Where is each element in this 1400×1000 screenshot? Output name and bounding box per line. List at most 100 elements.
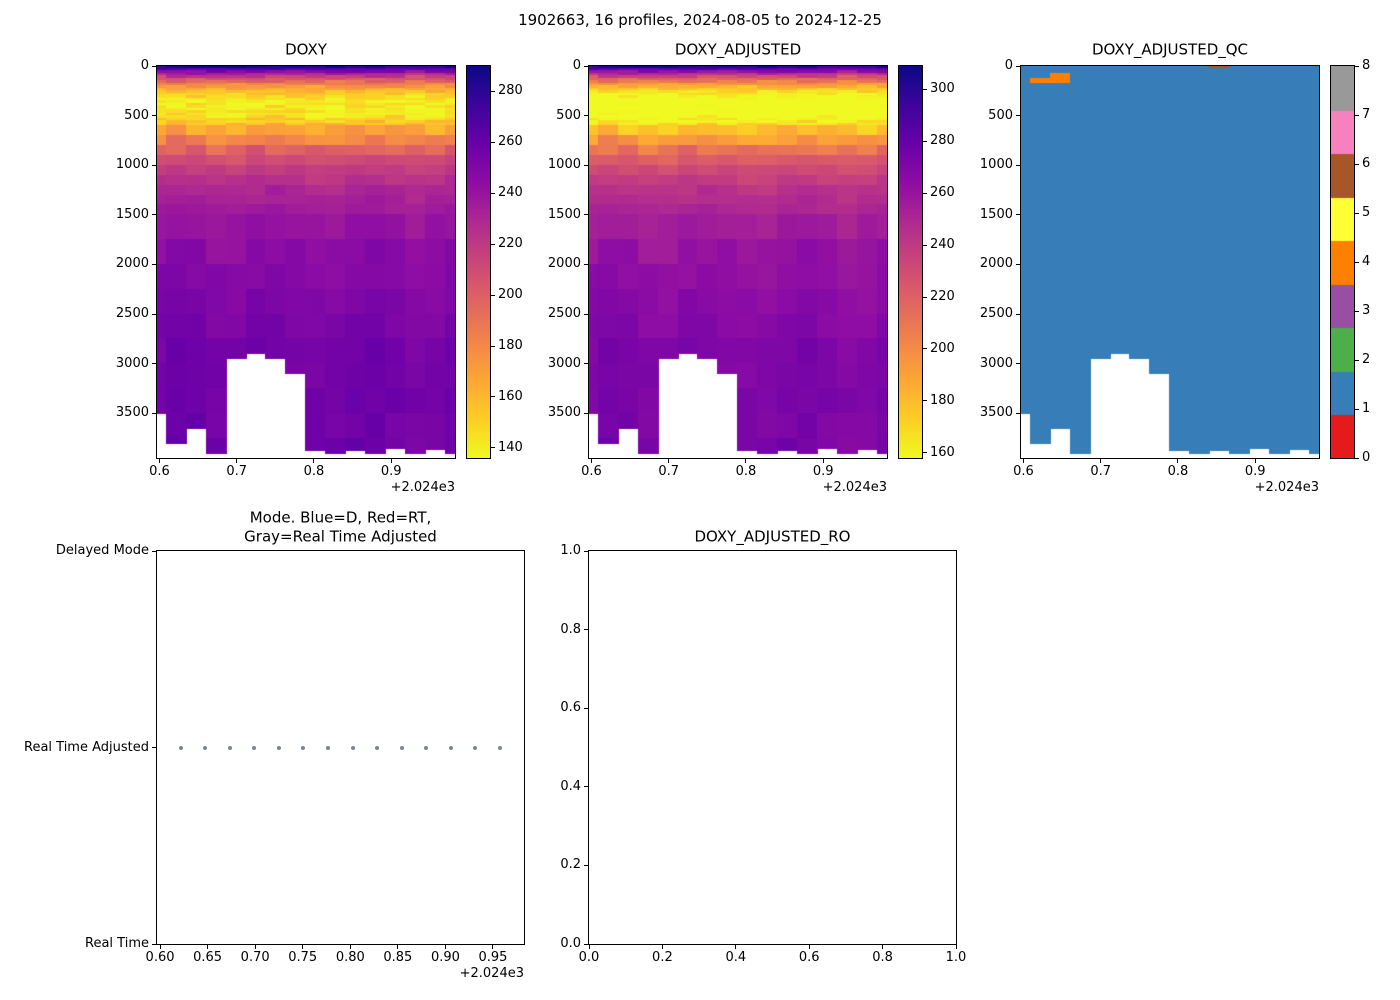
- colorbar-tick-label: 240: [930, 236, 955, 252]
- x-tick-mark: [1100, 459, 1102, 463]
- y-tick-mark: [584, 550, 588, 552]
- doxy-adjusted-ro-plot: [588, 550, 957, 945]
- figure-title: 1902663, 16 profiles, 2024-08-05 to 2024…: [518, 11, 882, 29]
- y-tick-label: 3500: [115, 405, 149, 421]
- x-tick-label: 0.6: [1013, 464, 1034, 479]
- y-tick-label: 500: [556, 107, 581, 123]
- y-tick-mark: [152, 747, 156, 748]
- x-tick-mark: [349, 945, 351, 949]
- colorbar-tick-label: 220: [930, 288, 955, 304]
- y-tick-label: 0.4: [560, 778, 581, 794]
- colorbar-tick-label: 4: [1362, 253, 1371, 269]
- y-tick-label: 2500: [979, 305, 1013, 321]
- x-tick-mark: [1022, 459, 1024, 463]
- colorbar-tick-label: 6: [1362, 155, 1371, 171]
- colorbar-tick-label: 280: [498, 83, 523, 99]
- colorbar-tick-label: 200: [498, 286, 523, 302]
- y-tick-label: 1.0: [560, 542, 581, 558]
- colorbar-tick-label: 3: [1362, 302, 1371, 318]
- mode-x-offset-label: +2.024e3: [459, 966, 524, 981]
- colorbar-tick-mark: [491, 243, 495, 245]
- colorbar-tick-mark: [923, 400, 927, 402]
- mode-point: [227, 745, 232, 750]
- doxy-heatmap-canvas: [157, 66, 455, 458]
- x-tick-label: 0.90: [430, 950, 460, 965]
- y-tick-label: 2500: [115, 305, 149, 321]
- colorbar-tick-mark: [491, 192, 495, 194]
- doxy-adjusted-qc-colorbar-canvas: [1331, 66, 1354, 458]
- y-tick-mark: [152, 412, 156, 414]
- x-tick-mark: [661, 945, 663, 949]
- doxy-adjusted-qc-heatmap-canvas: [1021, 66, 1319, 458]
- x-tick-mark: [1254, 459, 1256, 463]
- y-tick-mark: [584, 313, 588, 315]
- x-tick-label: 0.70: [240, 950, 270, 965]
- x-tick-label: 0.95: [478, 950, 508, 965]
- colorbar-tick-mark: [1355, 359, 1359, 361]
- doxy-colorbar: [466, 65, 491, 459]
- x-tick-mark: [397, 945, 399, 949]
- y-tick-label: 0.0: [560, 935, 581, 951]
- mode-category-label: Real Time: [85, 935, 149, 951]
- y-tick-mark: [152, 943, 156, 945]
- y-tick-label: 500: [988, 107, 1013, 123]
- y-tick-label: 2500: [547, 305, 581, 321]
- x-tick-label: 0.7: [226, 464, 248, 479]
- y-tick-label: 3500: [547, 405, 581, 421]
- y-tick-mark: [584, 263, 588, 265]
- doxy-title: DOXY: [285, 40, 327, 59]
- x-tick-label: 0.7: [1090, 464, 1112, 479]
- doxy-colorbar-canvas: [467, 66, 490, 458]
- x-tick-label: 0.6: [798, 950, 820, 965]
- colorbar-tick-mark: [1355, 114, 1359, 116]
- mode-point: [252, 745, 257, 750]
- x-tick-label: 0.7: [658, 464, 680, 479]
- colorbar-tick-mark: [923, 192, 927, 194]
- y-tick-label: 2000: [979, 256, 1013, 272]
- x-tick-label: 0.8: [1167, 464, 1189, 479]
- doxy-adjusted-qc-colorbar: [1330, 65, 1355, 459]
- y-tick-mark: [584, 164, 588, 166]
- x-tick-label: 0.75: [288, 950, 318, 965]
- x-tick-mark: [588, 945, 590, 949]
- x-tick-mark: [822, 459, 824, 463]
- y-tick-label: 0.6: [560, 700, 581, 716]
- doxy-adjusted-qc-title: DOXY_ADJUSTED_QC: [1091, 40, 1249, 59]
- x-tick-label: 0.4: [725, 950, 747, 965]
- x-tick-label: 0.0: [578, 950, 600, 965]
- x-tick-label: 1.0: [945, 950, 967, 965]
- mode-plot: [156, 550, 525, 945]
- x-tick-mark: [390, 459, 392, 463]
- y-tick-label: 3500: [979, 405, 1013, 421]
- y-tick-mark: [152, 164, 156, 166]
- colorbar-tick-mark: [1355, 163, 1359, 165]
- x-tick-mark: [1177, 459, 1179, 463]
- y-tick-mark: [584, 412, 588, 414]
- colorbar-tick-mark: [1355, 212, 1359, 214]
- mode-category-label: Delayed Mode: [55, 542, 149, 558]
- colorbar-tick-label: 160: [498, 388, 523, 404]
- x-tick-mark: [668, 459, 670, 463]
- mode-point: [203, 745, 208, 750]
- mode-point: [178, 745, 183, 750]
- colorbar-tick-label: 7: [1362, 106, 1371, 122]
- y-tick-label: 0: [572, 57, 581, 73]
- x-tick-label: 0.2: [652, 950, 673, 965]
- colorbar-tick-label: 200: [930, 340, 955, 356]
- colorbar-tick-mark: [923, 452, 927, 454]
- mode-point: [424, 745, 429, 750]
- y-tick-mark: [584, 864, 588, 866]
- colorbar-tick-mark: [491, 294, 495, 296]
- y-tick-mark: [584, 629, 588, 631]
- colorbar-tick-mark: [491, 141, 495, 143]
- colorbar-tick-label: 300: [930, 81, 955, 97]
- x-tick-mark: [444, 945, 446, 949]
- y-tick-mark: [152, 313, 156, 315]
- colorbar-tick-mark: [923, 244, 927, 246]
- y-tick-mark: [152, 65, 156, 67]
- x-tick-label: 0.6: [149, 464, 170, 479]
- colorbar-tick-mark: [923, 140, 927, 142]
- y-tick-mark: [1016, 263, 1020, 265]
- mode-point: [326, 745, 331, 750]
